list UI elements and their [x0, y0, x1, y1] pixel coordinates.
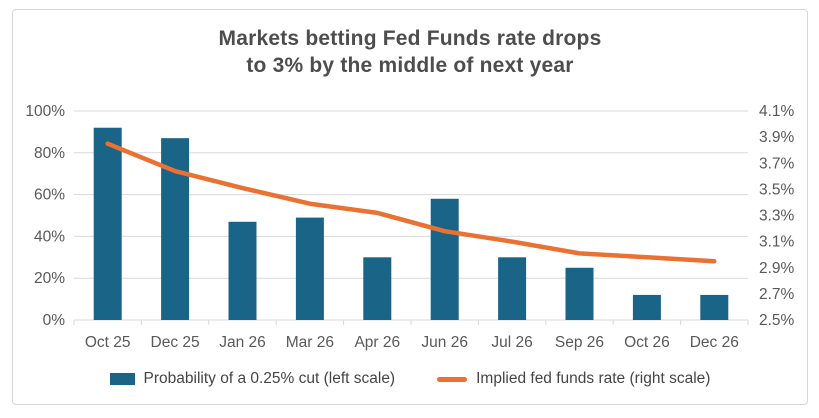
x-axis-label: Jul 26	[491, 334, 532, 351]
left-axis-tick-label: 60%	[34, 187, 65, 204]
legend-swatch-bar-icon	[109, 373, 135, 385]
right-axis-tick-label: 3.3%	[759, 208, 795, 225]
x-axis-label: Oct 25	[85, 334, 131, 351]
left-axis-tick-label: 20%	[34, 270, 65, 287]
bar-jun-26	[430, 198, 459, 320]
bar-apr-26	[363, 257, 392, 320]
legend-label-bar: Probability of a 0.25% cut (left scale)	[143, 370, 396, 387]
right-axis-tick-label: 2.7%	[759, 286, 795, 303]
chart-canvas: 0% 20% 40% 60% 80% 100% 2.5% 2.7% 2.9% 3.1% 3.3% 3.…	[25, 103, 795, 351]
chart-frame: Markets betting Fed Funds rate drops to …	[12, 9, 808, 405]
bar-jan-26	[228, 221, 257, 320]
bar-jul-26	[498, 257, 527, 320]
chart-title-line2: to 3% by the middle of next year	[246, 54, 574, 77]
chart-title: Markets betting Fed Funds rate drops to …	[13, 25, 807, 79]
x-axis-label: Dec 25	[151, 334, 200, 351]
left-axis-tick-label: 100%	[25, 103, 65, 120]
left-axis-tick-label: 80%	[34, 145, 65, 162]
x-axis-label: Oct 26	[624, 334, 670, 351]
chart-legend: Probability of a 0.25% cut (left scale) …	[13, 370, 807, 388]
implied-rate-line	[105, 141, 717, 264]
legend-label-line: Implied fed funds rate (right scale)	[476, 370, 711, 387]
legend-swatch-line-icon	[437, 376, 468, 382]
bar-mar-26	[295, 217, 324, 320]
bar-sep-26	[565, 267, 594, 320]
chart-title-line1: Markets betting Fed Funds rate drops	[218, 27, 602, 50]
legend-item-line-series: Implied fed funds rate (right scale)	[437, 370, 710, 388]
legend-item-bar-series: Probability of a 0.25% cut (left scale)	[109, 370, 396, 388]
x-axis-label: Jan 26	[219, 334, 266, 351]
x-axis-label: Sep 26	[555, 334, 604, 351]
right-axis-tick-label: 2.5%	[759, 312, 795, 329]
right-axis-tick-label: 2.9%	[759, 260, 795, 277]
x-axis-label: Mar 26	[286, 334, 334, 351]
right-axis-tick-label: 3.9%	[759, 129, 795, 146]
left-axis-tick-label: 40%	[34, 228, 65, 245]
bar-oct-25	[93, 127, 122, 320]
bar-dec-26	[700, 294, 729, 320]
right-axis-tick-label: 3.7%	[759, 155, 795, 172]
x-axis-label: Dec 26	[690, 334, 739, 351]
right-axis-tick-label: 3.1%	[759, 234, 795, 251]
left-axis-tick-label: 0%	[43, 312, 66, 329]
bar-oct-26	[632, 294, 661, 320]
x-axis-label: Apr 26	[354, 334, 400, 351]
right-axis-tick-label: 4.1%	[759, 103, 795, 120]
right-axis-tick-label: 3.5%	[759, 181, 795, 198]
x-axis-label: Jun 26	[421, 334, 468, 351]
